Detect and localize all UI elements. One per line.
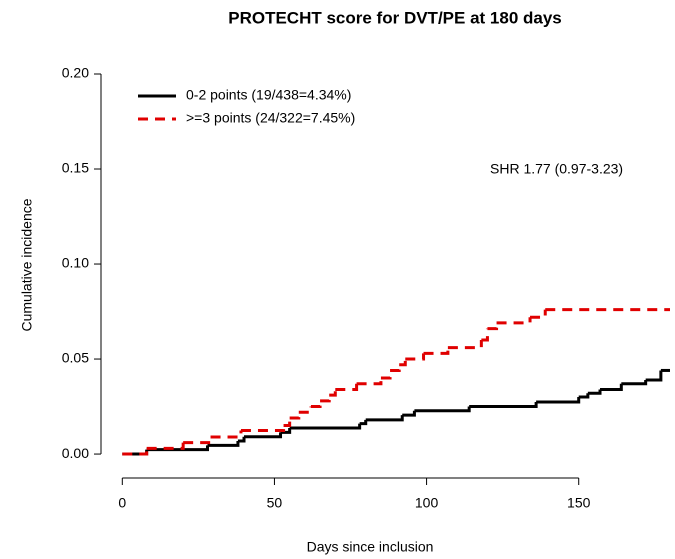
chart-title: PROTECHT score for DVT/PE at 180 days [228,8,562,27]
step-line [481,328,489,342]
step-line [536,397,581,404]
step-line [283,417,292,428]
step-line [183,436,213,445]
y-tick-label: 0.15 [62,160,89,176]
step-line [600,383,623,391]
step-line [146,442,185,450]
step-line [240,425,286,432]
step-line [310,400,322,409]
annotation: SHR 1.77 (0.97-3.23) [490,161,623,177]
x-tick-label: 50 [267,495,283,511]
step-line [329,389,337,397]
step-line [122,448,149,456]
step-line [359,419,368,426]
x-tick-label: 0 [118,495,126,511]
step-line [423,347,450,355]
legend-label: 0-2 points (19/438=4.34%) [186,87,351,103]
step-line [587,389,602,395]
step-line [447,340,483,350]
y-tick-label: 0.20 [62,65,89,81]
step-line [390,364,401,372]
step-line [298,406,313,414]
y-tick-label: 0.10 [62,255,89,271]
step-line [207,440,240,447]
step-line [244,432,283,439]
step-line [356,378,383,386]
step-line [335,383,359,391]
x-tick-label: 100 [415,495,439,511]
step-line [237,436,246,443]
y-tick-label: 0.00 [62,445,89,461]
y-axis-label: Cumulative incidence [19,198,35,331]
step-line [320,395,331,403]
step-line [469,401,538,409]
step-line [289,412,301,420]
step-line [645,370,663,382]
step-line [621,379,648,386]
step-line [210,430,243,439]
step-line [399,359,407,367]
legend-label: >=3 points (24/322=7.45%) [186,110,355,126]
step-line [380,370,392,380]
y-tick-label: 0.05 [62,350,89,366]
step-line [496,317,532,325]
step-line [280,428,292,434]
x-tick-label: 150 [567,495,591,511]
step-line [405,353,426,361]
step-line [487,322,499,331]
step-line [289,423,362,430]
x-axis-label: Days since inclusion [307,539,434,555]
step-line [414,406,471,413]
step-line [530,309,547,319]
step-line [578,393,590,399]
step-line [365,415,404,422]
step-line [402,410,416,417]
